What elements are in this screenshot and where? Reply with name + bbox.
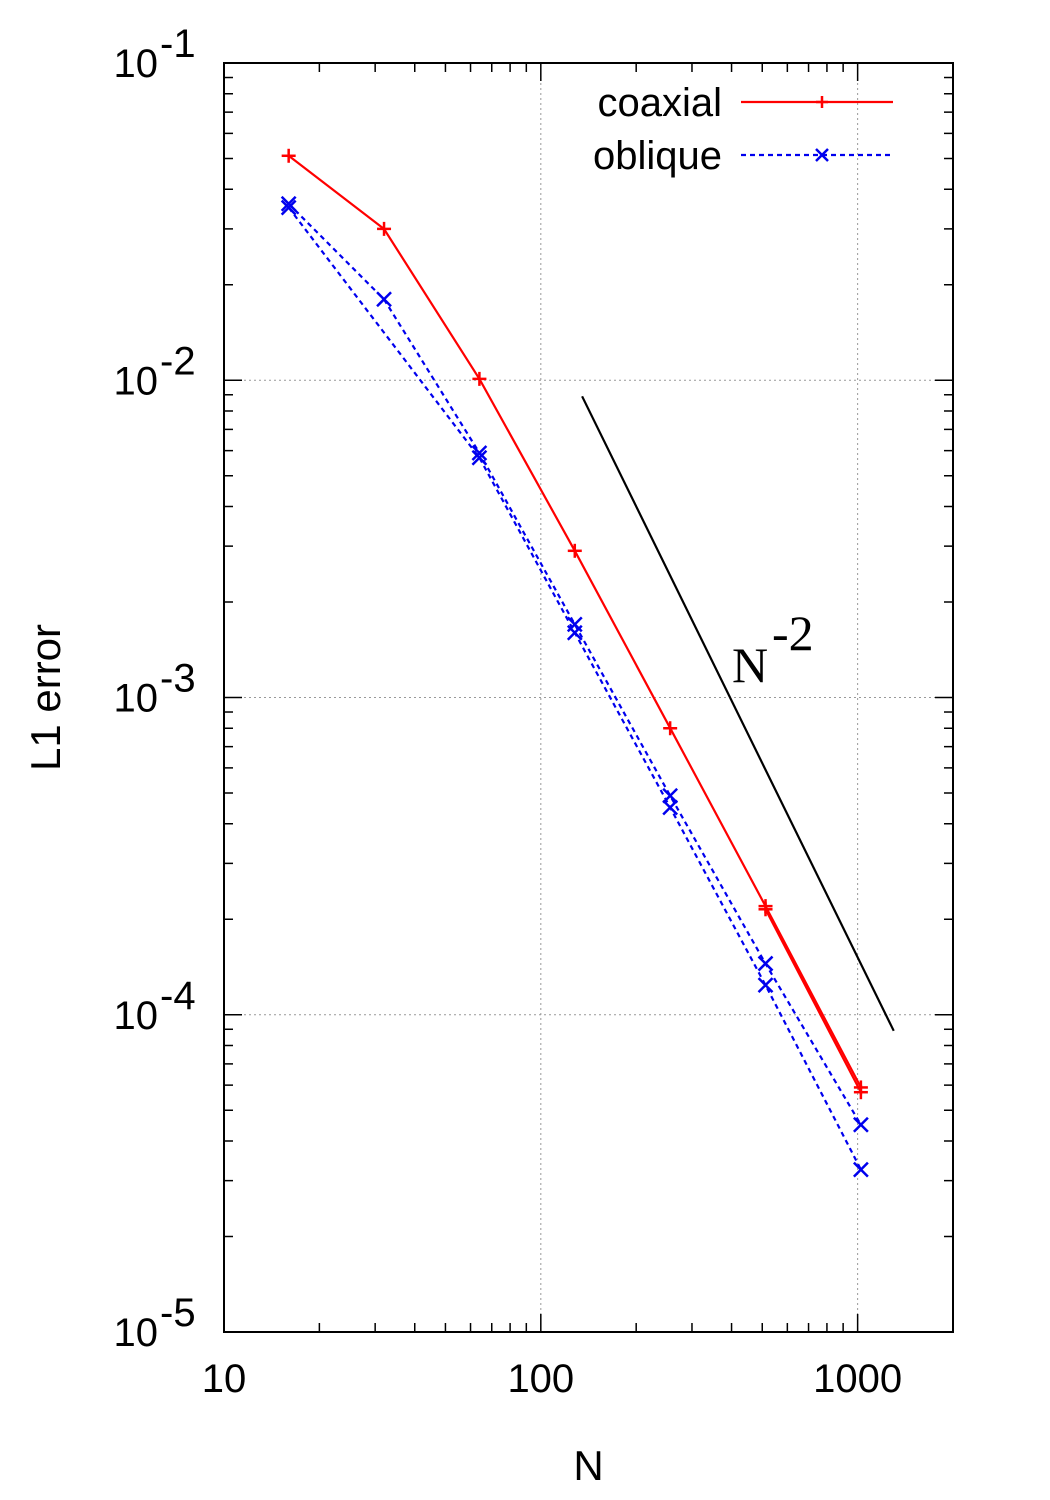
y-tick-exponent: -5 xyxy=(160,1291,196,1335)
plot-frame xyxy=(223,62,954,1333)
grid-lines xyxy=(224,63,953,1332)
x-tick-label: 10 xyxy=(202,1357,247,1401)
data-point-oblique xyxy=(280,195,297,212)
reference-slope: N-2 xyxy=(581,395,895,1032)
reference-slope-label: N xyxy=(732,637,768,693)
y-tick-exponent: -4 xyxy=(160,974,196,1018)
axis-ticks xyxy=(223,62,954,1333)
y-tick-exponent: -2 xyxy=(160,339,196,383)
data-point-oblique xyxy=(662,799,679,816)
legend-label-oblique: oblique xyxy=(593,134,722,178)
reference-slope-exponent: -2 xyxy=(772,605,814,661)
series-line-oblique xyxy=(287,203,862,1126)
legend-marker-oblique xyxy=(815,148,829,162)
data-point-oblique xyxy=(471,449,488,466)
y-tick-exponent: -3 xyxy=(160,657,196,701)
data-point-oblique xyxy=(471,445,488,461)
data-point-oblique xyxy=(566,624,583,641)
data-series xyxy=(280,148,869,1178)
legend-label-coaxial: coaxial xyxy=(597,81,722,125)
data-point-oblique xyxy=(853,1116,869,1133)
y-tick-label: 10 xyxy=(114,1311,159,1355)
series-oblique xyxy=(280,195,869,1178)
legend: coaxial oblique xyxy=(593,81,893,178)
data-point-oblique xyxy=(280,199,297,216)
y-axis-label: L1 error xyxy=(22,624,69,771)
x-tick-label: 1000 xyxy=(813,1357,902,1401)
y-tick-label: 10 xyxy=(114,677,159,721)
series-coaxial xyxy=(281,148,868,1100)
data-point-oblique xyxy=(853,1161,869,1178)
y-tick-label: 10 xyxy=(114,359,159,403)
data-point-oblique xyxy=(757,955,774,972)
x-axis-label: N xyxy=(573,1442,603,1489)
x-tick-label: 100 xyxy=(507,1357,574,1401)
y-tick-label: 10 xyxy=(114,994,159,1038)
data-point-oblique xyxy=(757,977,774,993)
series-line-oblique xyxy=(287,206,862,1171)
reference-slope-line xyxy=(581,395,895,1032)
y-tick-label: 10 xyxy=(114,42,159,86)
y-tick-exponent: -1 xyxy=(160,22,196,66)
x-tick-labels: 10 100 1000 xyxy=(202,1357,902,1401)
data-point-oblique xyxy=(376,291,392,308)
y-tick-labels: 10-510-410-310-210-1 xyxy=(114,22,196,1355)
series-line-coaxial xyxy=(764,908,862,1093)
